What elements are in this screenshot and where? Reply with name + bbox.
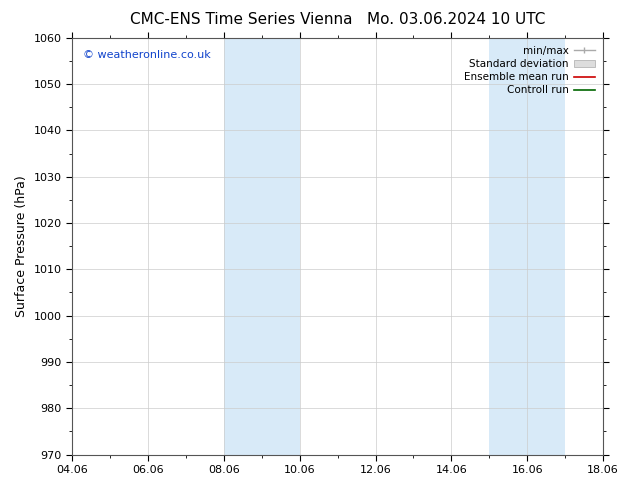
Text: © weatheronline.co.uk: © weatheronline.co.uk: [82, 50, 210, 60]
Text: Mo. 03.06.2024 10 UTC: Mo. 03.06.2024 10 UTC: [367, 12, 546, 27]
Legend: min/max, Standard deviation, Ensemble mean run, Controll run: min/max, Standard deviation, Ensemble me…: [461, 43, 598, 98]
Text: CMC-ENS Time Series Vienna: CMC-ENS Time Series Vienna: [130, 12, 352, 27]
Bar: [489, 38, 565, 455]
Bar: [224, 38, 300, 455]
Y-axis label: Surface Pressure (hPa): Surface Pressure (hPa): [15, 175, 28, 317]
